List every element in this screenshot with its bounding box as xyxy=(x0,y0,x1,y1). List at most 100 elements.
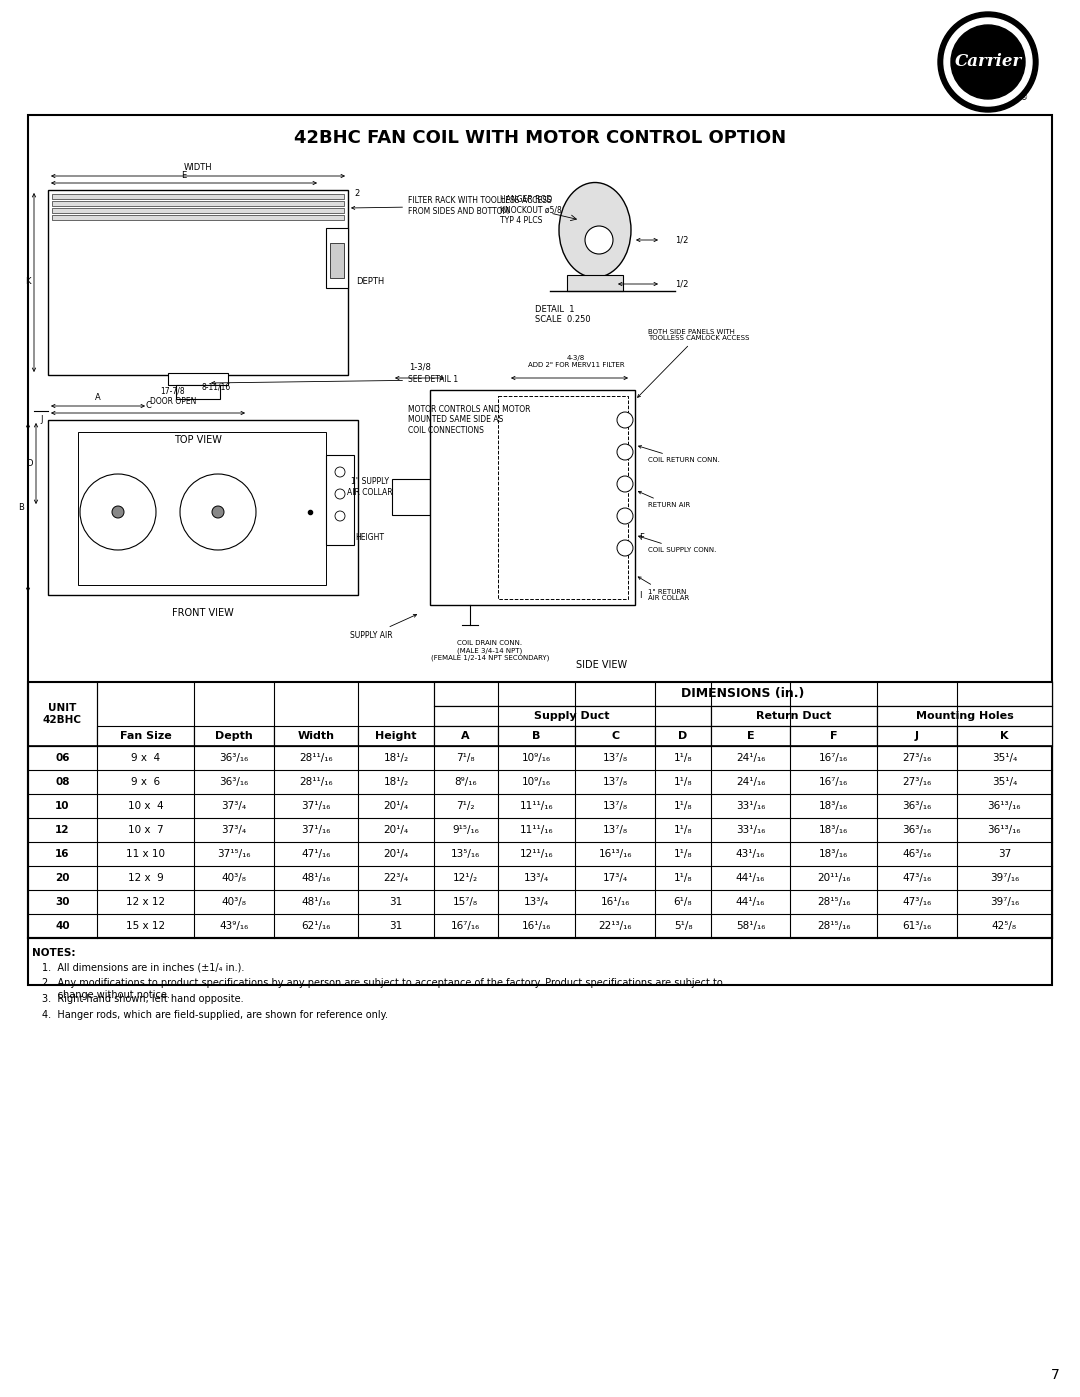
Text: C: C xyxy=(611,731,620,740)
Circle shape xyxy=(585,226,613,254)
Text: HANGER ROD
KNOCKOUT ø5/8
TYP 4 PLCS: HANGER ROD KNOCKOUT ø5/8 TYP 4 PLCS xyxy=(500,196,562,225)
Text: 13³/₄: 13³/₄ xyxy=(524,873,550,883)
Bar xyxy=(52,215,345,219)
Text: 4.  Hanger rods, which are field-supplied, are shown for reference only.: 4. Hanger rods, which are field-supplied… xyxy=(42,1010,388,1020)
Circle shape xyxy=(617,509,633,524)
Text: COIL DRAIN CONN.
(MALE 3/4-14 NPT)
(FEMALE 1/2-14 NPT SECONDARY): COIL DRAIN CONN. (MALE 3/4-14 NPT) (FEMA… xyxy=(431,640,550,661)
Text: 1/2: 1/2 xyxy=(675,236,688,244)
Text: 13⁷/₈: 13⁷/₈ xyxy=(603,826,627,835)
Text: F: F xyxy=(829,731,837,740)
Text: 30: 30 xyxy=(55,897,69,907)
Text: NOTES:: NOTES: xyxy=(32,949,76,958)
Text: 20¹/₄: 20¹/₄ xyxy=(383,826,408,835)
Text: 35¹/₄: 35¹/₄ xyxy=(991,777,1017,787)
Text: 1¹/₈: 1¹/₈ xyxy=(674,753,692,763)
Text: B: B xyxy=(18,503,24,511)
Circle shape xyxy=(944,18,1032,106)
Bar xyxy=(28,115,1052,985)
Bar xyxy=(433,726,498,746)
Text: 13⁷/₈: 13⁷/₈ xyxy=(603,777,627,787)
Text: 22¹³/₁₆: 22¹³/₁₆ xyxy=(598,921,632,930)
Bar xyxy=(326,228,348,288)
Text: 33¹/₁₆: 33¹/₁₆ xyxy=(735,800,766,812)
Text: 28¹¹/₁₆: 28¹¹/₁₆ xyxy=(299,753,333,763)
Bar xyxy=(711,705,877,726)
Text: 36¹³/₁₆: 36¹³/₁₆ xyxy=(987,800,1021,812)
Text: 13³/₄: 13³/₄ xyxy=(524,897,550,907)
Bar xyxy=(791,726,877,746)
Bar xyxy=(877,726,957,746)
Bar xyxy=(359,726,433,746)
Text: Fan Size: Fan Size xyxy=(120,731,172,740)
Circle shape xyxy=(335,467,345,476)
Text: WIDTH: WIDTH xyxy=(184,163,213,172)
Circle shape xyxy=(617,541,633,556)
Text: 40³/₈: 40³/₈ xyxy=(221,897,246,907)
Text: 18¹/₂: 18¹/₂ xyxy=(383,777,408,787)
Text: 36³/₁₆: 36³/₁₆ xyxy=(902,826,931,835)
Text: DETAIL  1
SCALE  0.250: DETAIL 1 SCALE 0.250 xyxy=(535,305,591,324)
Bar xyxy=(392,479,430,515)
Text: 8⁹/₁₆: 8⁹/₁₆ xyxy=(455,777,477,787)
Text: 2.  Any modifications to product specifications by any person are subject to acc: 2. Any modifications to product specific… xyxy=(42,978,723,1000)
Bar xyxy=(52,208,345,212)
Text: J: J xyxy=(915,731,919,740)
Text: 36¹³/₁₆: 36¹³/₁₆ xyxy=(987,826,1021,835)
Text: I: I xyxy=(639,591,642,599)
Text: 42BHC FAN COIL WITH MOTOR CONTROL OPTION: 42BHC FAN COIL WITH MOTOR CONTROL OPTION xyxy=(294,129,786,147)
Text: 11 x 10: 11 x 10 xyxy=(126,849,165,859)
Text: UNIT
42BHC: UNIT 42BHC xyxy=(43,703,82,725)
Text: 37¹/₁₆: 37¹/₁₆ xyxy=(301,800,330,812)
Text: ®: ® xyxy=(1020,94,1028,102)
Text: 10⁹/₁₆: 10⁹/₁₆ xyxy=(522,777,551,787)
Text: 1" SUPPLY
AIR COLLAR: 1" SUPPLY AIR COLLAR xyxy=(347,478,393,497)
Text: 28¹⁵/₁₆: 28¹⁵/₁₆ xyxy=(816,921,850,930)
Text: COIL RETURN CONN.: COIL RETURN CONN. xyxy=(638,446,720,462)
Bar xyxy=(711,726,791,746)
Text: 37: 37 xyxy=(998,849,1011,859)
Bar xyxy=(330,243,345,278)
Text: 16⁷/₁₆: 16⁷/₁₆ xyxy=(819,777,848,787)
Bar xyxy=(48,420,357,595)
Text: SIDE VIEW: SIDE VIEW xyxy=(577,659,627,671)
Text: 16: 16 xyxy=(55,849,69,859)
Text: 10 x  7: 10 x 7 xyxy=(127,826,163,835)
Text: 37¹/₁₆: 37¹/₁₆ xyxy=(301,826,330,835)
Text: 48¹/₁₆: 48¹/₁₆ xyxy=(301,873,330,883)
Text: 5¹/₈: 5¹/₈ xyxy=(674,921,692,930)
Text: 40: 40 xyxy=(55,921,70,930)
Text: 24¹/₁₆: 24¹/₁₆ xyxy=(735,777,766,787)
Text: E: E xyxy=(746,731,754,740)
Text: FRONT VIEW: FRONT VIEW xyxy=(172,608,234,617)
Text: C: C xyxy=(145,401,151,409)
Text: 15 x 12: 15 x 12 xyxy=(126,921,165,930)
Text: 48¹/₁₆: 48¹/₁₆ xyxy=(301,897,330,907)
Text: 9 x  6: 9 x 6 xyxy=(131,777,160,787)
Bar xyxy=(576,726,656,746)
Text: Depth: Depth xyxy=(215,731,253,740)
Bar xyxy=(168,373,228,386)
Text: DIMENSIONS (in.): DIMENSIONS (in.) xyxy=(681,687,805,700)
Circle shape xyxy=(939,13,1038,112)
Text: 11¹¹/₁₆: 11¹¹/₁₆ xyxy=(519,800,553,812)
Bar xyxy=(48,190,348,374)
Ellipse shape xyxy=(559,183,631,278)
Text: 43⁹/₁₆: 43⁹/₁₆ xyxy=(219,921,248,930)
Text: B: B xyxy=(532,731,541,740)
Text: 20¹/₄: 20¹/₄ xyxy=(383,800,408,812)
Text: 3.  Right hand shown, left hand opposite.: 3. Right hand shown, left hand opposite. xyxy=(42,995,244,1004)
Text: 13⁷/₈: 13⁷/₈ xyxy=(603,800,627,812)
Text: 20¹¹/₁₆: 20¹¹/₁₆ xyxy=(816,873,850,883)
Text: 1¹/₈: 1¹/₈ xyxy=(674,826,692,835)
Circle shape xyxy=(617,476,633,492)
Text: 16¹³/₁₆: 16¹³/₁₆ xyxy=(598,849,632,859)
Bar xyxy=(877,705,1052,726)
Text: 33¹/₁₆: 33¹/₁₆ xyxy=(735,826,766,835)
Text: 15⁷/₈: 15⁷/₈ xyxy=(454,897,478,907)
Text: 31: 31 xyxy=(389,897,403,907)
Circle shape xyxy=(617,412,633,427)
Text: 7: 7 xyxy=(1051,1368,1059,1382)
Bar xyxy=(52,201,345,205)
Bar xyxy=(78,432,326,585)
Text: 35¹/₄: 35¹/₄ xyxy=(991,753,1017,763)
